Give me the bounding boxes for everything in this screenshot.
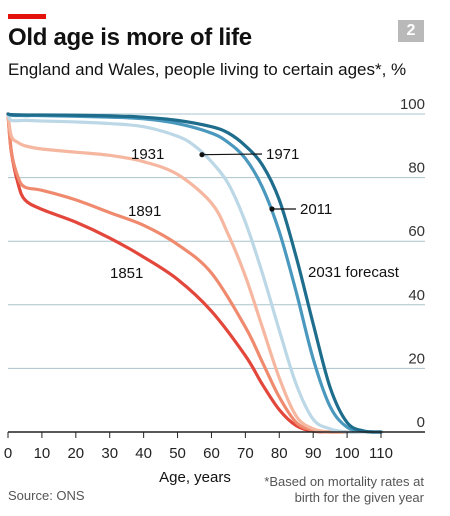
x-tick-label: 100: [335, 445, 360, 462]
x-tick-label: 90: [305, 445, 322, 462]
x-tick-label: 110: [369, 445, 393, 462]
leader-1971: [201, 153, 263, 156]
source-note: Source: ONS: [8, 488, 85, 503]
y-tick-label: 40: [408, 287, 425, 304]
series-lines: [6, 112, 383, 434]
leader-dot-2011: [269, 206, 275, 212]
leader-dot-1971: [199, 152, 205, 158]
series-line-1971: [6, 112, 366, 434]
chart-subtitle: England and Wales, people living to cert…: [8, 60, 407, 79]
x-tick-label: 10: [34, 445, 51, 462]
x-tick-label: 30: [101, 445, 118, 462]
chart-number-badge: 2: [398, 20, 424, 42]
annotation-1891: 1891: [128, 203, 161, 220]
y-tick-label: 80: [408, 160, 425, 177]
annotation-1931: 1931: [131, 146, 164, 163]
footnote-line-1: *Based on mortality rates at: [264, 474, 424, 489]
y-tick-label: 0: [417, 414, 425, 431]
y-tick-labels: 0 20 40 60 80 100: [400, 96, 425, 431]
chart-title: Old age is more of life: [8, 24, 252, 51]
series-line-1931: [6, 112, 349, 434]
y-tick-label: 100: [400, 96, 425, 113]
x-tick-label: 0: [4, 445, 12, 462]
x-axis-label: Age, years: [159, 469, 231, 486]
series-line-1851: [6, 112, 349, 434]
x-axis: 0 10 20 30 40 50 60 70 80 90 100 110: [4, 431, 425, 462]
x-tick-label: 40: [135, 445, 152, 462]
footnote: *Based on mortality rates at birth for t…: [234, 474, 424, 506]
x-tick-label: 50: [169, 445, 186, 462]
x-tick-label: 20: [67, 445, 84, 462]
series-line-1891: [6, 112, 349, 434]
brand-accent-bar: [8, 14, 46, 19]
x-tick-label: 70: [237, 445, 254, 462]
x-tick-label: 60: [203, 445, 220, 462]
y-tick-label: 60: [408, 223, 425, 240]
y-tick-label: 20: [408, 350, 425, 367]
series-annotations: 1851 1891 1931 1971 2011 2031 forecast: [110, 146, 400, 282]
footnote-line-2: birth for the given year: [294, 490, 424, 505]
annotation-1971: 1971: [266, 146, 299, 163]
series-line-2031: [6, 112, 383, 434]
x-tick-label: 80: [271, 445, 288, 462]
annotation-2011: 2011: [300, 201, 332, 218]
annotation-1851: 1851: [110, 265, 143, 282]
annotation-2031: 2031 forecast: [308, 264, 400, 281]
